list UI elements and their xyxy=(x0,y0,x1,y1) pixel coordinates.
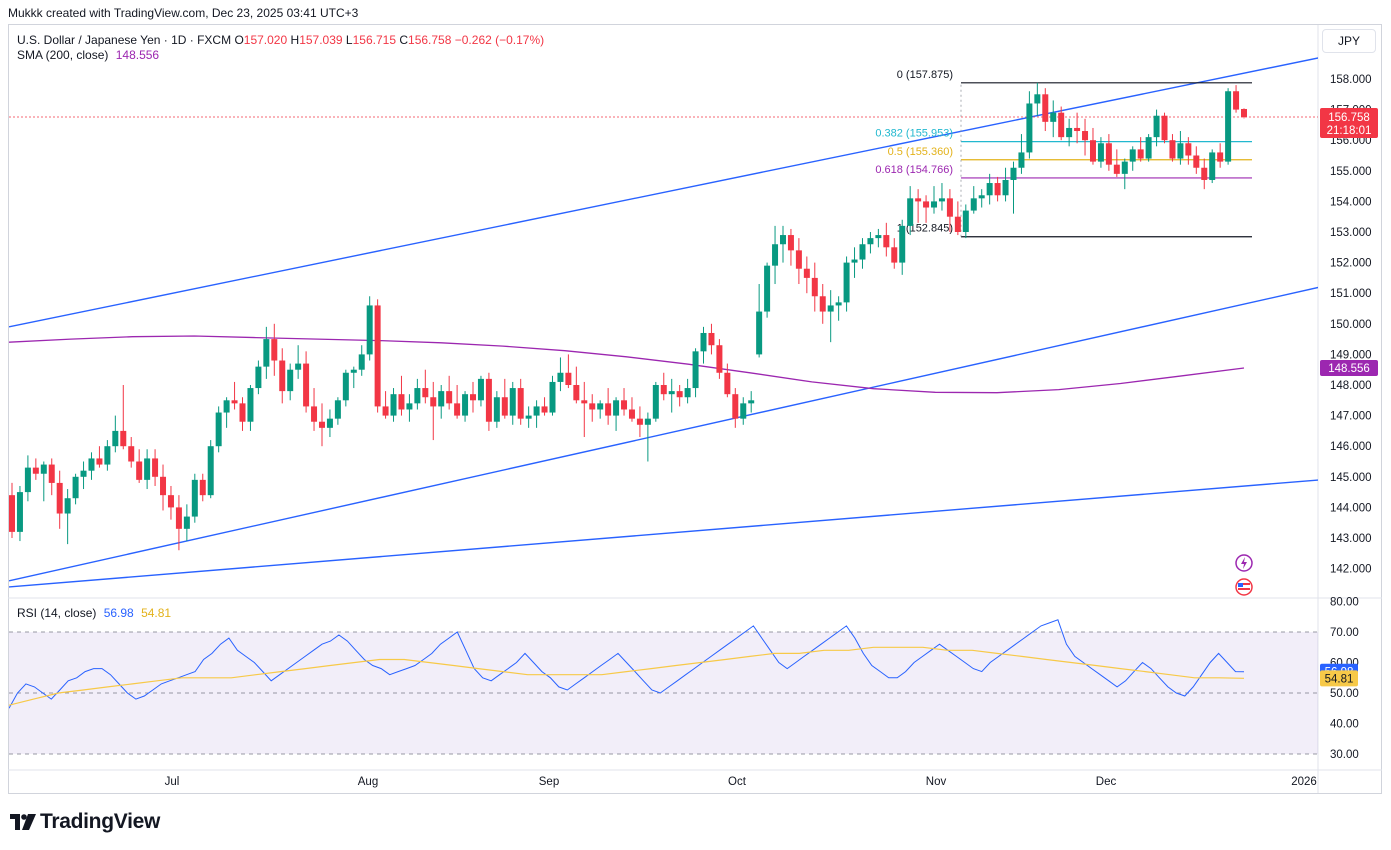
header-credit: Mukkk created with TradingView.com, Dec … xyxy=(8,6,359,20)
tradingview-logo-icon xyxy=(10,814,36,830)
tradingview-logo: TradingView xyxy=(10,810,160,834)
chart-frame xyxy=(8,24,1382,794)
symbol-legend: U.S. Dollar / Japanese Yen · 1D · FXCM O… xyxy=(17,33,544,47)
price-change: −0.262 (−0.17%) xyxy=(454,33,545,47)
sma-legend[interactable]: SMA (200, close) 148.556 xyxy=(17,48,159,62)
sma-value: 148.556 xyxy=(115,48,160,62)
rsi-legend[interactable]: RSI (14, close) 56.98 54.81 xyxy=(17,606,171,620)
currency-button[interactable]: JPY xyxy=(1322,29,1376,53)
sma-label: SMA (200, close) xyxy=(17,48,109,62)
rsi-ma-value: 54.81 xyxy=(141,606,172,620)
ohlc-open: O157.020 xyxy=(234,33,288,47)
tradingview-wordmark: TradingView xyxy=(40,810,161,833)
symbol-name: U.S. Dollar / Japanese Yen · 1D · FXCM xyxy=(17,33,232,47)
ohlc-low: L156.715 xyxy=(345,33,396,47)
rsi-value: 56.98 xyxy=(103,606,134,620)
rsi-label: RSI (14, close) xyxy=(17,606,97,620)
ohlc-high: H157.039 xyxy=(290,33,343,47)
ohlc-close: C156.758 xyxy=(399,33,452,47)
